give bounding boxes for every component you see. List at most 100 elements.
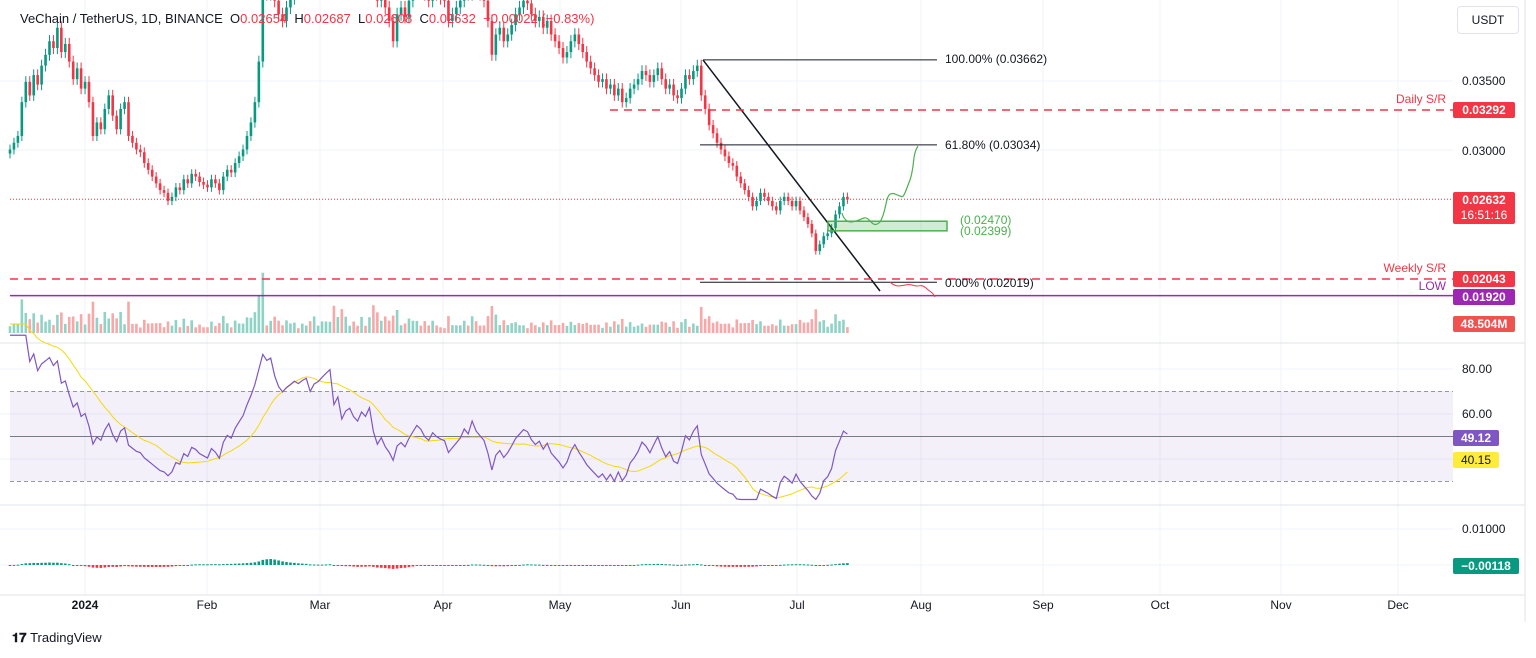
candle <box>498 27 502 35</box>
macd-bar <box>684 564 687 566</box>
macd-bar <box>790 564 794 566</box>
candle <box>119 108 122 130</box>
macd-bar <box>56 562 59 565</box>
macd-bar <box>830 564 833 566</box>
candle <box>561 48 565 58</box>
volume-bar <box>218 323 221 333</box>
candle <box>648 75 652 82</box>
macd-bar <box>162 565 166 567</box>
candle <box>395 14 399 42</box>
volume-bar <box>273 316 276 333</box>
candle <box>210 179 213 188</box>
candle <box>767 196 770 201</box>
candle <box>40 65 43 85</box>
volume-bar <box>775 325 778 333</box>
candle <box>455 7 458 15</box>
macd-bar <box>676 564 679 566</box>
volume-bar <box>395 310 399 333</box>
candle <box>123 102 126 109</box>
macd-bar <box>20 564 24 566</box>
volume-bar <box>308 321 312 333</box>
volume-bar <box>391 315 395 333</box>
volume-bar <box>372 305 375 333</box>
volume-bar <box>462 320 466 333</box>
high-value: 0.02687 <box>303 11 351 26</box>
volume-bar <box>99 324 103 333</box>
macd-bar <box>498 565 502 567</box>
volume-bar <box>427 325 430 333</box>
volume-bar <box>577 323 581 333</box>
volume-bar <box>150 323 154 333</box>
candle <box>644 71 648 76</box>
macd-bar <box>40 562 43 565</box>
macd-bar <box>423 565 427 566</box>
volume-bar <box>411 320 415 333</box>
bullish-projection <box>841 145 919 226</box>
low-value: 0.02608 <box>365 11 413 26</box>
macd-bar <box>778 564 782 566</box>
candle <box>719 142 723 150</box>
macd-bar <box>210 564 213 566</box>
volume-bar <box>135 323 138 333</box>
candle <box>67 43 71 62</box>
macd-bar <box>798 564 802 566</box>
volume-bar <box>352 321 355 333</box>
volume-bar <box>494 314 498 333</box>
volume-bar <box>32 313 35 333</box>
macd-bar <box>95 565 99 568</box>
macd-bar <box>553 565 557 566</box>
candle <box>786 196 790 201</box>
currency-button[interactable]: USDT <box>1457 6 1519 34</box>
candle <box>257 61 261 103</box>
candle <box>640 71 644 80</box>
candle <box>237 156 241 164</box>
volume-bar <box>620 318 624 333</box>
candle <box>759 192 762 201</box>
volume-bar <box>660 321 664 333</box>
macd-bar <box>775 565 778 566</box>
volume-bar <box>478 325 482 333</box>
macd-bar <box>597 565 600 566</box>
candle <box>723 149 727 157</box>
macd-bar <box>257 561 261 565</box>
volume-bar <box>530 322 533 333</box>
candle <box>838 206 841 215</box>
macd-bar <box>624 565 628 566</box>
candle <box>99 122 103 130</box>
volume-bar <box>174 319 178 333</box>
macd-bar <box>447 565 450 566</box>
candle <box>613 84 616 96</box>
volume-bar <box>715 321 719 333</box>
candle <box>565 52 569 58</box>
candle <box>12 142 16 150</box>
month-label: Jun <box>671 598 691 612</box>
volume-bar <box>676 327 679 333</box>
candle <box>143 152 146 164</box>
volume-bar <box>75 321 79 333</box>
macd-bar <box>119 565 122 567</box>
candle <box>778 200 782 211</box>
candle <box>628 88 632 99</box>
candle <box>150 169 154 177</box>
macd-bar <box>12 564 16 566</box>
volume-bar <box>699 306 703 333</box>
macd-bar <box>834 564 837 566</box>
volume-bar <box>95 317 99 333</box>
candle <box>684 75 687 89</box>
macd-bar <box>652 564 656 566</box>
volume-bar <box>289 323 292 333</box>
volume-bar <box>771 324 774 333</box>
volume-bar <box>644 326 648 333</box>
candle <box>506 34 509 42</box>
macd-bar <box>439 565 442 566</box>
volume-bar <box>451 325 454 333</box>
candle <box>763 192 766 197</box>
macd-bar <box>502 565 506 567</box>
macd-bar <box>52 562 55 565</box>
macd-bar <box>419 565 423 566</box>
candle <box>747 190 750 197</box>
macd-bar <box>435 565 438 566</box>
macd-bar <box>154 565 158 567</box>
macd-bar <box>340 565 344 566</box>
